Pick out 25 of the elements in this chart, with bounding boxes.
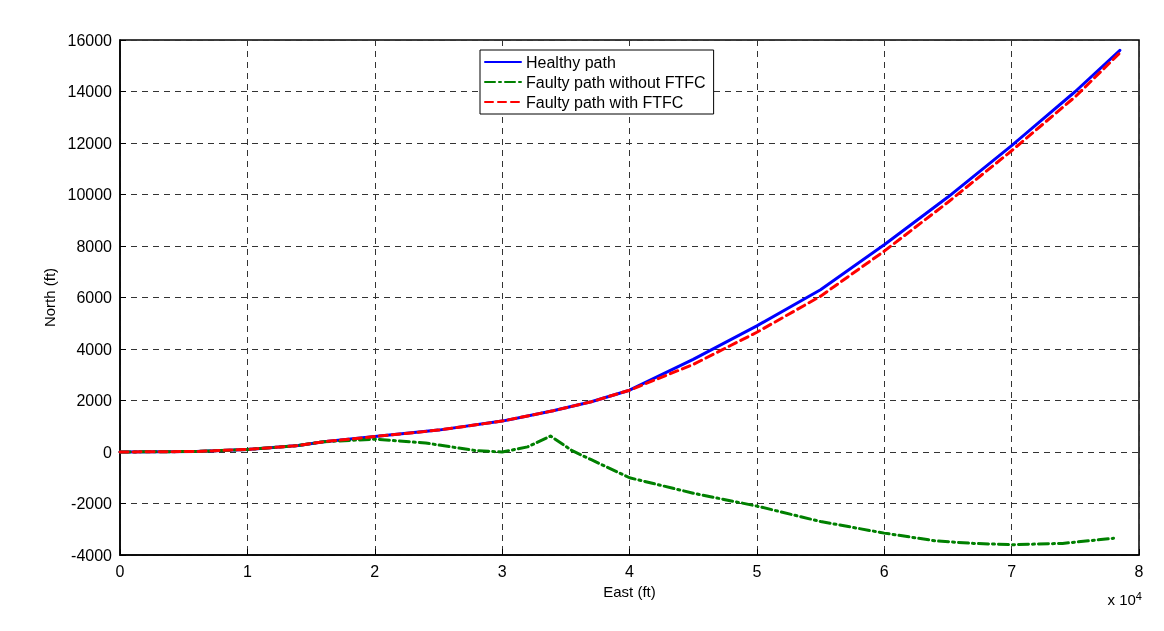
x-tick-label: 8 — [1134, 562, 1144, 580]
x-tick-label: 4 — [625, 562, 635, 580]
y-tick-label: 12000 — [67, 134, 113, 152]
x-tick-label: 3 — [497, 562, 507, 580]
y-tick-label: 6000 — [76, 289, 113, 306]
y-tick-label: -2000 — [71, 495, 113, 512]
x-tick-label: 0 — [115, 562, 125, 580]
x-tick-label: 1 — [242, 562, 252, 580]
y-tick-label: 2000 — [76, 392, 113, 409]
y-tick-label: -4000 — [71, 546, 113, 564]
legend-label: Faulty path without FTFC — [526, 73, 706, 91]
y-tick-label: 10000 — [67, 186, 113, 203]
y-tick-label: 8000 — [76, 237, 113, 255]
x-tick-label: 5 — [752, 562, 762, 580]
y-tick-label: 4000 — [76, 340, 113, 358]
x-axis-title: East (ft) — [603, 582, 656, 600]
legend-label: Healthy path — [526, 53, 616, 71]
y-tick-label: 14000 — [67, 83, 113, 100]
x-tick-label: 2 — [370, 562, 380, 580]
y-tick-label: 0 — [103, 443, 113, 461]
y-axis-title: North (ft) — [40, 267, 58, 328]
x-tick-label: 7 — [1007, 562, 1017, 580]
x-tick-label: 6 — [879, 562, 889, 580]
legend-label: Faulty path with FTFC — [526, 93, 684, 111]
y-tick-label: 16000 — [67, 31, 113, 49]
